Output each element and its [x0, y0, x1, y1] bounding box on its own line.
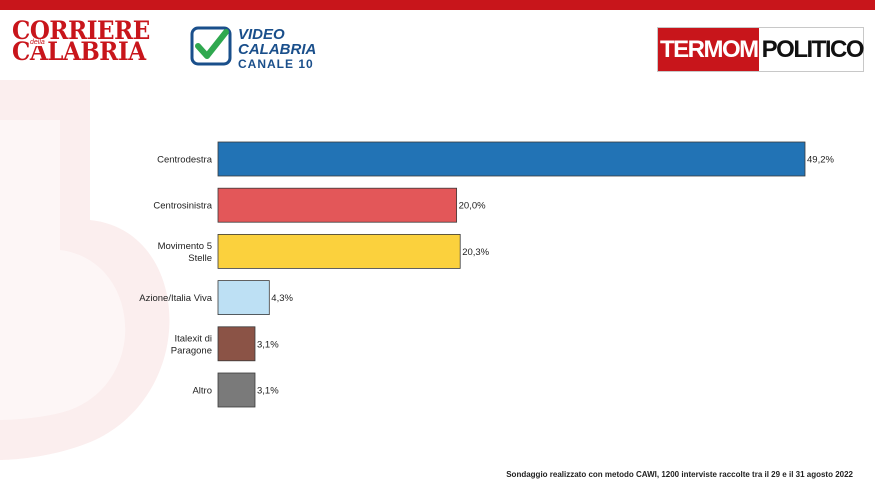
- category-label-5: Altro: [192, 386, 212, 397]
- logo-text-canale: CANALE 10: [238, 57, 314, 71]
- logo-text-della: della: [29, 39, 46, 46]
- value-label-3: 4,3%: [271, 293, 293, 304]
- corriere-della-calabria-logo: CORRIERE CALABRIA della: [12, 16, 180, 66]
- category-label-1: Centrosinistra: [153, 201, 212, 212]
- category-label-0: Centrodestra: [157, 155, 213, 166]
- checkmark-icon: [190, 26, 232, 66]
- video-calabria-logo: VIDEO CALABRIA CANALE 10: [190, 26, 340, 71]
- termometro-politico-logo: TERMOMETRO POLITICO: [657, 27, 865, 72]
- top-red-bar: [0, 0, 875, 10]
- logo-text-video: VIDEO: [238, 26, 285, 43]
- logo-text-termometro: TERMOMETRO: [658, 28, 759, 71]
- bar-3: [217, 280, 270, 316]
- logo-text-corriere: CORRIERE: [12, 16, 150, 45]
- value-label-5: 3,1%: [257, 386, 279, 397]
- bar-4: [217, 326, 256, 362]
- survey-methodology-note: Sondaggio realizzato con metodo CAWI, 12…: [506, 470, 853, 479]
- bar-2: [217, 233, 461, 269]
- category-label-2: Movimento 5 Stelle: [158, 241, 212, 264]
- bar-1: [217, 187, 458, 223]
- value-label-4: 3,1%: [257, 339, 279, 350]
- category-label-3: Azione/Italia Viva: [139, 293, 212, 304]
- value-label-0: 49,2%: [807, 155, 834, 166]
- logo-text-politico: POLITICO: [761, 36, 865, 63]
- category-label-4: Italexit di Paragone: [171, 333, 212, 356]
- logo-text-calabria-vc: CALABRIA: [238, 41, 317, 58]
- value-label-1: 20,0%: [459, 201, 486, 212]
- bar-5: [217, 372, 256, 408]
- bar-0: [217, 141, 806, 177]
- value-label-2: 20,3%: [462, 247, 489, 258]
